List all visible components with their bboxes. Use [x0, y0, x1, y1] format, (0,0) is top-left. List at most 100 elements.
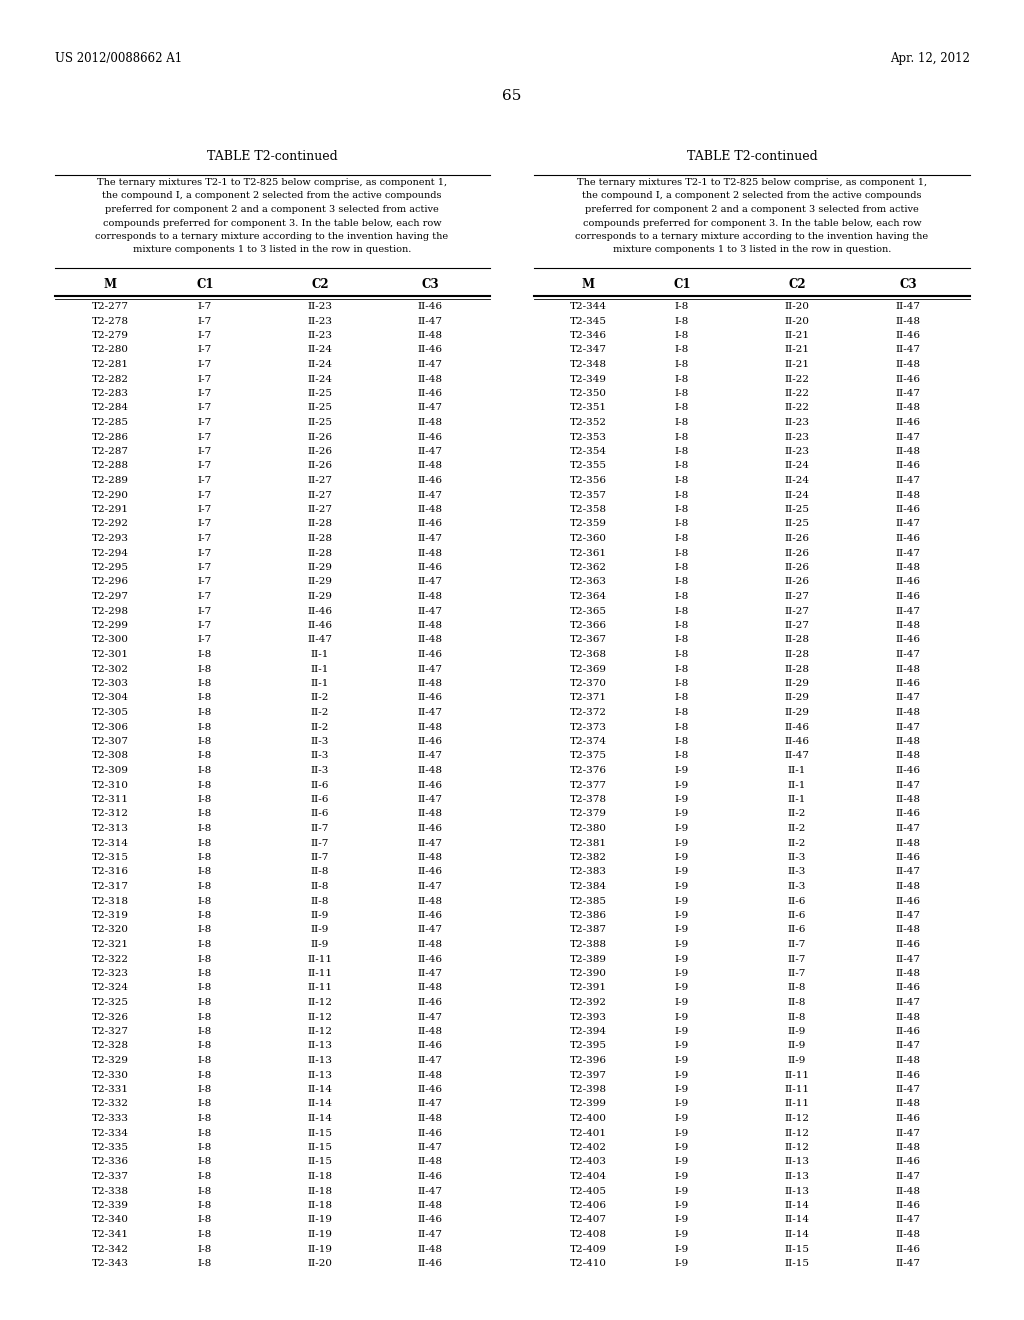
Text: I-8: I-8 — [198, 1056, 212, 1065]
Text: II-46: II-46 — [896, 375, 921, 384]
Text: T2-310: T2-310 — [91, 780, 128, 789]
Text: I-7: I-7 — [198, 620, 212, 630]
Text: T2-369: T2-369 — [569, 664, 606, 673]
Text: T2-325: T2-325 — [91, 998, 128, 1007]
Text: I-7: I-7 — [198, 418, 212, 426]
Text: II-47: II-47 — [896, 389, 921, 399]
Text: I-9: I-9 — [675, 1056, 689, 1065]
Text: II-7: II-7 — [787, 940, 806, 949]
Text: II-26: II-26 — [307, 433, 333, 441]
Text: I-7: I-7 — [198, 317, 212, 326]
Text: II-47: II-47 — [896, 1216, 921, 1225]
Text: TABLE T2-continued: TABLE T2-continued — [207, 150, 337, 162]
Text: II-46: II-46 — [418, 389, 442, 399]
Text: II-48: II-48 — [418, 940, 442, 949]
Text: T2-323: T2-323 — [91, 969, 128, 978]
Text: II-47: II-47 — [896, 477, 921, 484]
Text: II-46: II-46 — [896, 1114, 921, 1123]
Text: II-47: II-47 — [896, 1085, 921, 1094]
Text: II-20: II-20 — [784, 317, 810, 326]
Text: T2-340: T2-340 — [91, 1216, 128, 1225]
Text: II-1: II-1 — [311, 649, 329, 659]
Text: II-46: II-46 — [418, 1085, 442, 1094]
Text: II-48: II-48 — [418, 462, 442, 470]
Text: T2-385: T2-385 — [569, 896, 606, 906]
Text: I-9: I-9 — [675, 1027, 689, 1036]
Text: preferred for component 2 and a component 3 selected from active: preferred for component 2 and a componen… — [105, 205, 439, 214]
Text: I-9: I-9 — [675, 766, 689, 775]
Text: I-8: I-8 — [198, 1085, 212, 1094]
Text: T2-316: T2-316 — [91, 867, 128, 876]
Text: II-48: II-48 — [418, 635, 442, 644]
Text: II-2: II-2 — [787, 809, 806, 818]
Text: T2-400: T2-400 — [569, 1114, 606, 1123]
Text: II-46: II-46 — [896, 896, 921, 906]
Text: T2-311: T2-311 — [91, 795, 128, 804]
Text: I-7: I-7 — [198, 433, 212, 441]
Text: T2-383: T2-383 — [569, 867, 606, 876]
Text: I-8: I-8 — [198, 1027, 212, 1036]
Text: II-6: II-6 — [311, 780, 329, 789]
Text: II-23: II-23 — [784, 433, 810, 441]
Text: II-48: II-48 — [418, 418, 442, 426]
Text: II-18: II-18 — [307, 1172, 333, 1181]
Text: preferred for component 2 and a component 3 selected from active: preferred for component 2 and a componen… — [585, 205, 919, 214]
Text: T2-388: T2-388 — [569, 940, 606, 949]
Text: I-8: I-8 — [198, 954, 212, 964]
Text: II-14: II-14 — [784, 1216, 810, 1225]
Text: I-9: I-9 — [675, 911, 689, 920]
Text: II-48: II-48 — [418, 506, 442, 513]
Text: II-48: II-48 — [418, 678, 442, 688]
Text: T2-353: T2-353 — [569, 433, 606, 441]
Text: II-48: II-48 — [896, 1187, 921, 1196]
Text: Apr. 12, 2012: Apr. 12, 2012 — [890, 51, 970, 65]
Text: II-46: II-46 — [896, 853, 921, 862]
Text: II-27: II-27 — [784, 591, 810, 601]
Text: II-48: II-48 — [896, 317, 921, 326]
Text: II-47: II-47 — [896, 549, 921, 557]
Text: II-9: II-9 — [787, 1056, 806, 1065]
Text: T2-394: T2-394 — [569, 1027, 606, 1036]
Text: II-46: II-46 — [896, 331, 921, 341]
Text: I-8: I-8 — [675, 722, 689, 731]
Text: II-20: II-20 — [784, 302, 810, 312]
Text: T2-321: T2-321 — [91, 940, 128, 949]
Text: T2-315: T2-315 — [91, 853, 128, 862]
Text: II-7: II-7 — [787, 969, 806, 978]
Text: II-48: II-48 — [896, 1100, 921, 1109]
Text: I-8: I-8 — [675, 433, 689, 441]
Text: T2-409: T2-409 — [569, 1245, 606, 1254]
Text: I-8: I-8 — [198, 824, 212, 833]
Text: II-46: II-46 — [418, 867, 442, 876]
Text: T2-361: T2-361 — [569, 549, 606, 557]
Text: II-28: II-28 — [307, 549, 333, 557]
Text: I-9: I-9 — [675, 925, 689, 935]
Text: II-48: II-48 — [418, 591, 442, 601]
Text: II-47: II-47 — [896, 998, 921, 1007]
Text: II-48: II-48 — [418, 1027, 442, 1036]
Text: II-48: II-48 — [896, 795, 921, 804]
Text: corresponds to a ternary mixture according to the invention having the: corresponds to a ternary mixture accordi… — [575, 232, 929, 242]
Text: II-21: II-21 — [784, 331, 810, 341]
Text: T2-351: T2-351 — [569, 404, 606, 412]
Text: II-46: II-46 — [896, 1158, 921, 1167]
Text: I-8: I-8 — [198, 998, 212, 1007]
Text: I-8: I-8 — [675, 737, 689, 746]
Text: T2-339: T2-339 — [91, 1201, 128, 1210]
Text: II-46: II-46 — [896, 635, 921, 644]
Text: T2-396: T2-396 — [569, 1056, 606, 1065]
Text: II-46: II-46 — [418, 433, 442, 441]
Text: I-8: I-8 — [675, 360, 689, 370]
Text: T2-330: T2-330 — [91, 1071, 128, 1080]
Text: I-7: I-7 — [198, 606, 212, 615]
Text: II-48: II-48 — [418, 1245, 442, 1254]
Text: II-47: II-47 — [896, 346, 921, 355]
Text: II-12: II-12 — [784, 1114, 810, 1123]
Text: I-8: I-8 — [198, 1129, 212, 1138]
Text: II-48: II-48 — [896, 969, 921, 978]
Text: II-23: II-23 — [307, 302, 333, 312]
Text: II-48: II-48 — [896, 664, 921, 673]
Text: T2-307: T2-307 — [91, 737, 128, 746]
Text: I-8: I-8 — [198, 882, 212, 891]
Text: T2-381: T2-381 — [569, 838, 606, 847]
